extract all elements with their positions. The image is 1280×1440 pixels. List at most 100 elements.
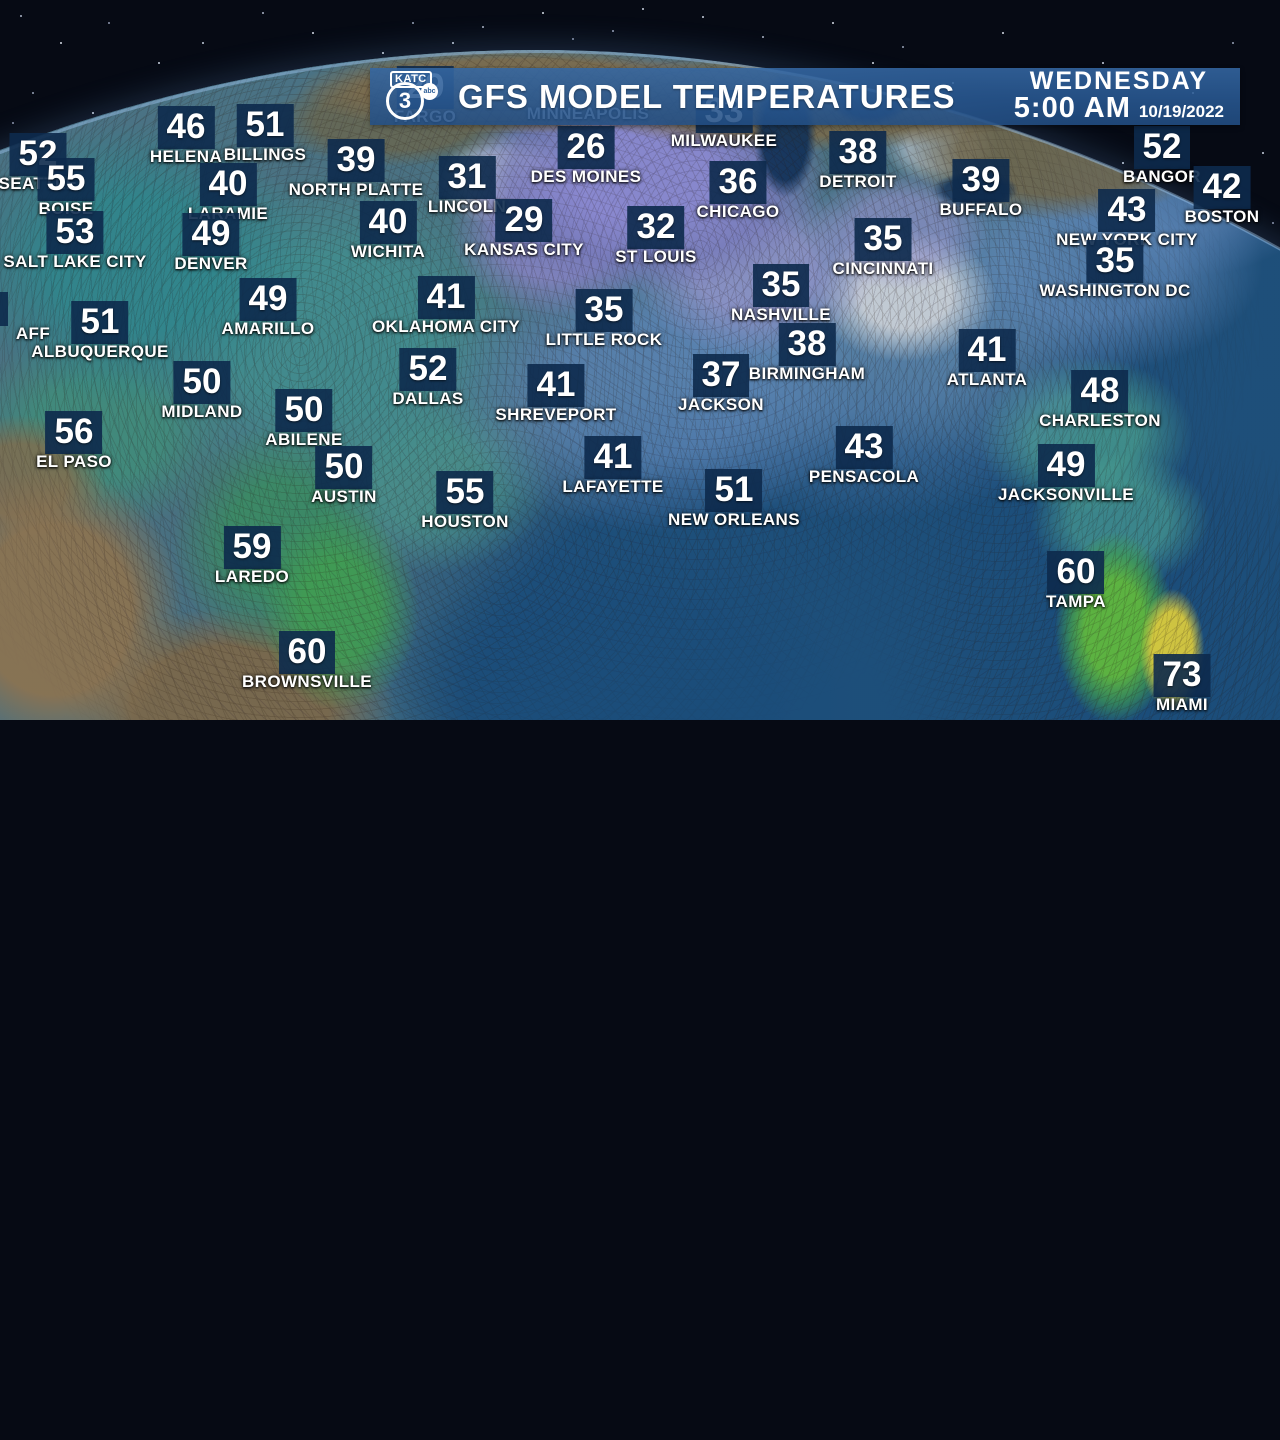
city-washington-dc: 35 WASHINGTON DC xyxy=(1039,240,1190,300)
temperature-value: 46 xyxy=(157,106,215,149)
city-name-label: LAFAYETTE xyxy=(562,477,664,496)
city-wichita: 40 WICHITA xyxy=(351,201,425,261)
city-north-platte: 39 NORTH PLATTE xyxy=(289,139,424,199)
temperature-value: 55 xyxy=(436,471,494,514)
city-charleston: 48 CHARLESTON xyxy=(1039,370,1161,430)
city-name-label: EL PASO xyxy=(36,452,112,471)
city-name-label: BILLINGS xyxy=(223,145,307,164)
city-name-label: WASHINGTON DC xyxy=(1039,281,1191,300)
city-flagstaff-partial: AFF xyxy=(15,324,51,343)
city-name-label: ABILENE xyxy=(265,430,343,449)
city-name-label: BOSTON xyxy=(1184,207,1260,226)
city-nashville: 35 NASHVILLE xyxy=(731,264,831,324)
temperature-value: 49 xyxy=(182,213,240,256)
temperature-value: 50 xyxy=(275,389,333,432)
temperature-value: 29 xyxy=(495,199,553,242)
temperature-value: 36 xyxy=(709,161,767,204)
city-name-label: PENSACOLA xyxy=(808,467,920,486)
header-band: KATC 3 abc GFS MODEL TEMPERATURES WEDNES… xyxy=(370,68,1240,125)
city-name-label: DES MOINES xyxy=(530,167,642,186)
city-name-label: MIAMI xyxy=(1155,695,1209,714)
temperature-value: 39 xyxy=(327,139,385,182)
city-birmingham: 38 BIRMINGHAM xyxy=(749,323,865,383)
header-left: KATC 3 abc GFS MODEL TEMPERATURES xyxy=(370,70,956,123)
temperature-value: 39 xyxy=(952,159,1010,202)
temperature-value: 56 xyxy=(45,411,103,454)
temperature-value: 73 xyxy=(1153,654,1211,697)
city-name-label: BUFFALO xyxy=(939,200,1023,219)
city-jackson: 37 JACKSON xyxy=(678,354,764,414)
city-abilene: 50 ABILENE xyxy=(265,389,342,449)
city-lincoln: 31 LINCOLN xyxy=(428,156,506,216)
temperature-value: 41 xyxy=(958,329,1016,372)
city-brownsville: 60 BROWNSVILLE xyxy=(242,631,372,691)
city-name-label: LITTLE ROCK xyxy=(545,330,663,349)
city-buffalo: 39 BUFFALO xyxy=(939,159,1022,219)
city-billings: 51 BILLINGS xyxy=(224,104,307,164)
city-des-moines: 26 DES MOINES xyxy=(531,126,642,186)
date-label: 10/19/2022 xyxy=(1138,102,1224,122)
city-new-orleans: 51 NEW ORLEANS xyxy=(668,469,800,529)
temperature-value: 53 xyxy=(46,211,104,254)
day-label: WEDNESDAY xyxy=(1029,66,1208,95)
temperature-value: 41 xyxy=(417,276,475,319)
city-name-label: BROWNSVILLE xyxy=(241,672,373,691)
city-name-label: MIDLAND xyxy=(161,402,243,421)
city-name-label: CINCINNATI xyxy=(832,259,934,278)
city-name-label: AMARILLO xyxy=(221,319,315,338)
city-name-label: HELENA xyxy=(149,147,223,166)
time-row: 5:00 AM 10/19/2022 xyxy=(1014,94,1224,124)
temperature-value: 49 xyxy=(1037,444,1095,487)
city-name-label: BIRMINGHAM xyxy=(748,364,866,383)
city-name-label: DALLAS xyxy=(392,389,464,408)
city-austin: 50 AUSTIN xyxy=(311,446,377,506)
temperature-value: 43 xyxy=(1098,189,1156,232)
city-name-label: SHREVEPORT xyxy=(495,405,617,424)
city-name-label: TAMPA xyxy=(1046,592,1106,611)
city-name-label: CHICAGO xyxy=(696,202,780,221)
starfield xyxy=(0,0,2,2)
temperature-value: 51 xyxy=(71,301,129,344)
temperature-value: 41 xyxy=(527,364,585,407)
temperature-value: 35 xyxy=(575,289,633,332)
temperature-value: 49 xyxy=(239,278,297,321)
city-name-label: ST LOUIS xyxy=(615,247,697,266)
city-laredo: 59 LAREDO xyxy=(215,526,289,586)
city-name-label: MILWAUKEE xyxy=(670,131,778,150)
city-cincinnati: 35 CINCINNATI xyxy=(833,218,934,278)
city-little-rock: 35 LITTLE ROCK xyxy=(546,289,663,349)
city-detroit: 38 DETROIT xyxy=(819,131,896,191)
city-pensacola: 43 PENSACOLA xyxy=(809,426,919,486)
city-lafayette: 41 LAFAYETTE xyxy=(562,436,663,496)
temperature-value: 26 xyxy=(557,126,615,169)
city-boise: 55 BOISE xyxy=(37,158,95,218)
city-st-louis: 32 ST LOUIS xyxy=(615,206,697,266)
temperature-value: 60 xyxy=(278,631,336,674)
city-name-label: AFF xyxy=(15,324,51,343)
city-name-label: KANSAS CITY xyxy=(464,240,584,259)
city-salt-lake-city: 53 SALT LAKE CITY xyxy=(3,211,146,271)
city-name-label: JACKSON xyxy=(678,395,764,414)
city-helena: 46 HELENA xyxy=(150,106,222,166)
city-denver: 49 DENVER xyxy=(174,213,247,273)
temperature-value: 50 xyxy=(315,446,373,489)
city-name-label: LINCOLN xyxy=(427,197,507,216)
page-title: GFS MODEL TEMPERATURES xyxy=(458,77,956,115)
city-name-label: BANGOR xyxy=(1123,167,1201,186)
city-name-label: NEW ORLEANS xyxy=(668,510,800,529)
city-name-label: ALBUQUERQUE xyxy=(31,342,169,361)
time-label: 5:00 AM xyxy=(1013,92,1131,125)
city-kansas-city: 29 KANSAS CITY xyxy=(464,199,584,259)
city-boston: 42 BOSTON xyxy=(1185,166,1260,226)
temperature-value: 52 xyxy=(9,133,67,176)
city-name-label: DETROIT xyxy=(819,172,897,191)
temperature-value: 41 xyxy=(584,436,642,479)
temperature-value: 38 xyxy=(829,131,887,174)
city-chicago: 36 CHICAGO xyxy=(696,161,779,221)
city-name-label: NORTH PLATTE xyxy=(288,180,424,199)
city-name-label: SALT LAKE CITY xyxy=(3,252,147,271)
city-oklahoma-city: 41 OKLAHOMA CITY xyxy=(372,276,520,336)
temperature-value: 55 xyxy=(37,158,95,201)
city-name-label: ATLANTA xyxy=(946,370,1028,389)
city-tampa: 60 TAMPA xyxy=(1046,551,1106,611)
